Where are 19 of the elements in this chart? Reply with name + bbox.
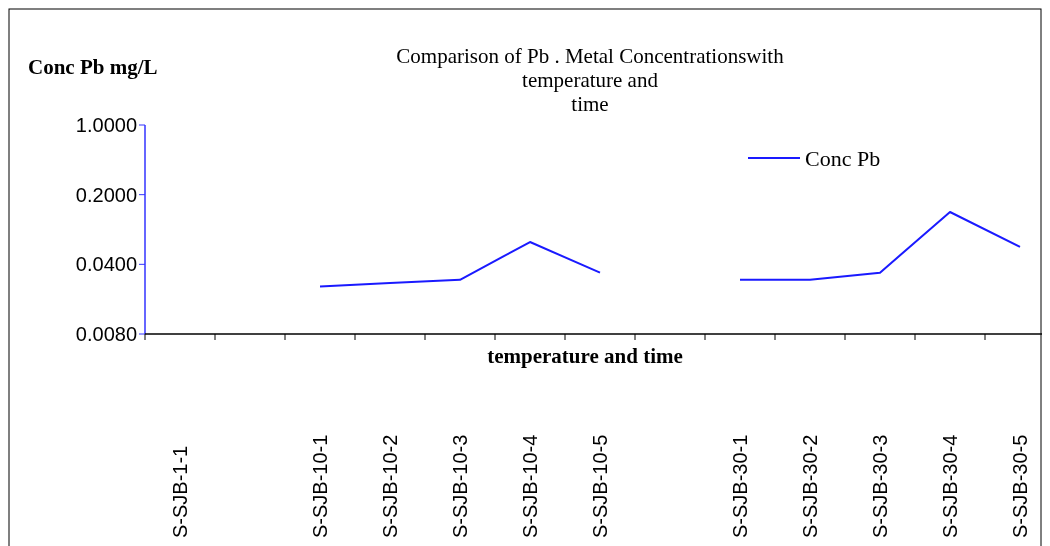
x-tick-label: S-SJB-10-2 xyxy=(379,434,401,538)
x-tick-label: S-SJB-10-5 xyxy=(589,434,611,538)
y-tick-label: 1.0000 xyxy=(75,114,137,136)
x-tick-label: S-SJB-10-1 xyxy=(309,434,331,538)
x-tick-label: S-SJB-30-1 xyxy=(729,434,751,538)
x-tick-label: S-SJB-30-4 xyxy=(939,434,961,538)
x-axis-title: temperature and time xyxy=(487,344,683,368)
y-axis-title: Conc Pb mg/L xyxy=(28,55,158,79)
x-tick-label: S-SJB-30-2 xyxy=(799,434,821,538)
x-tick-label: S-SJB-30-5 xyxy=(1009,434,1031,538)
y-tick-label: 0.0400 xyxy=(75,253,137,276)
chart-title: Comparison of Pb . Metal Concentrationswith temperature and time xyxy=(396,44,785,116)
x-tick-label: S-SJB-1-1 xyxy=(169,445,191,538)
x-tick-label: S-SJB-10-3 xyxy=(449,434,471,538)
legend-label: Conc Pb xyxy=(805,145,881,171)
y-tick-label: 0.0080 xyxy=(75,323,137,345)
x-tick-label: S-SJB-30-3 xyxy=(869,434,891,538)
y-tick-label: 0.2000 xyxy=(75,183,137,206)
x-tick-label: S-SJB-10-4 xyxy=(519,434,541,538)
